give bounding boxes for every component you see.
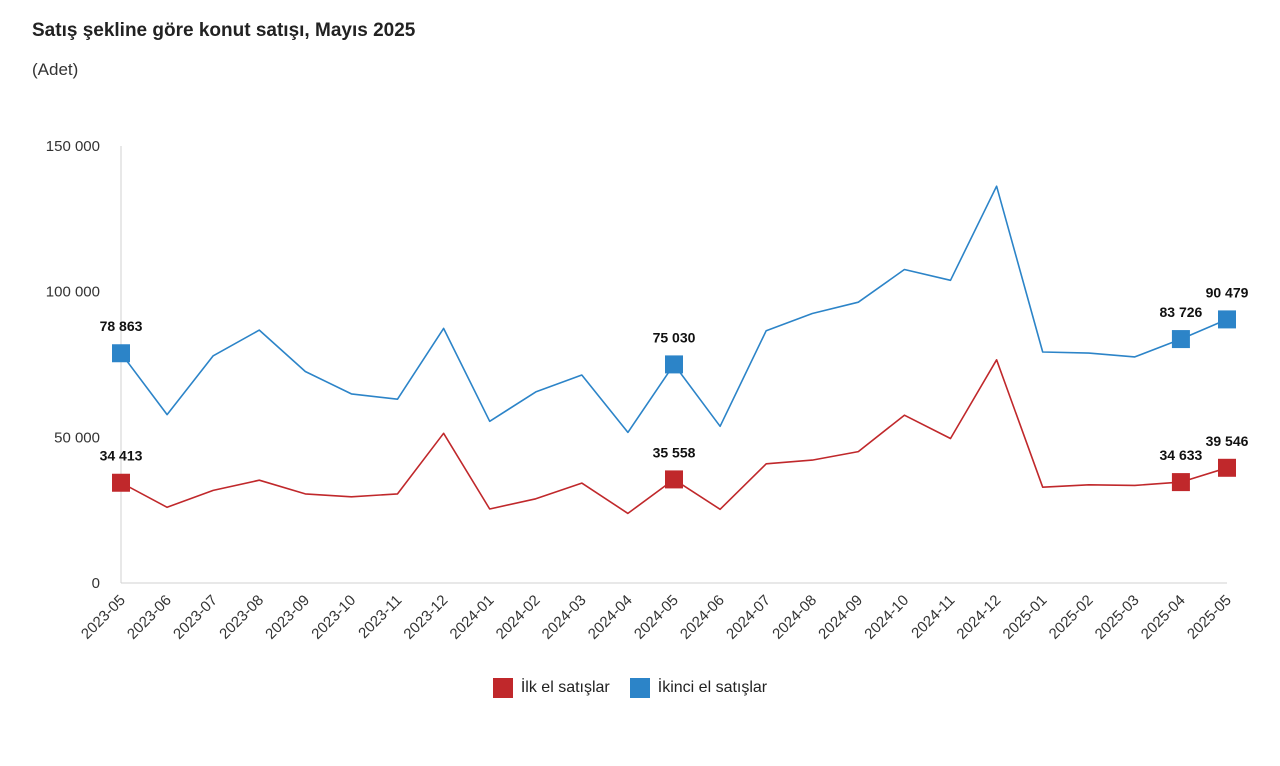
data-point-marker[interactable]: [1171, 473, 1190, 492]
x-tick-label: 2024-05: [631, 592, 682, 643]
data-label: 90 479: [1206, 284, 1249, 300]
x-tick-label: 2024-02: [493, 592, 544, 643]
x-tick-label: 2024-12: [953, 592, 1004, 643]
x-tick-label: 2025-05: [1184, 592, 1235, 643]
data-label: 78 863: [100, 318, 143, 334]
x-tick-label: 2024-03: [539, 592, 590, 643]
data-label: 35 558: [653, 444, 696, 460]
legend-swatch-ilk-el: [492, 678, 513, 698]
data-label: 83 726: [1160, 304, 1203, 320]
data-point-marker[interactable]: [1171, 330, 1190, 349]
series-layer: [112, 185, 1236, 515]
y-tick-label: 150 000: [46, 138, 100, 155]
x-tick-label: 2023-11: [355, 592, 405, 642]
x-tick-label: 2023-10: [308, 592, 359, 643]
x-tick-label: 2025-04: [1138, 592, 1189, 643]
x-tick-label: 2024-06: [677, 592, 728, 643]
x-tick-label: 2024-10: [861, 592, 912, 643]
x-tick-label: 2024-01: [447, 592, 498, 643]
series-line-ikinci-el: [120, 185, 1228, 434]
x-tick-label: 2023-06: [124, 592, 175, 643]
x-tick-label: 2024-08: [769, 592, 820, 643]
x-tick-label: 2023-08: [216, 592, 267, 643]
legend-swatch-ikinci-el: [629, 678, 650, 698]
x-tick-label: 2024-04: [585, 592, 636, 643]
legend: İlk el satışlar İkinci el satışlar: [0, 678, 1260, 698]
x-tick-label: 2024-09: [815, 592, 866, 643]
data-point-marker[interactable]: [665, 470, 683, 489]
data-point-marker[interactable]: [665, 355, 683, 374]
legend-label-ilk-el: İlk el satışlar: [520, 679, 610, 696]
data-point-marker[interactable]: [1218, 458, 1236, 477]
x-tick-label: 2023-12: [400, 592, 451, 643]
data-point-marker[interactable]: [1218, 310, 1236, 329]
chart-subtitle: (Adet): [32, 60, 79, 79]
x-tick-label: 2024-07: [723, 592, 774, 643]
data-label: 39 546: [1206, 433, 1249, 449]
data-label: 34 413: [100, 448, 143, 464]
data-point-marker[interactable]: [112, 344, 130, 363]
x-tick-label: 2024-11: [908, 592, 958, 642]
legend-label-ikinci-el: İkinci el satışlar: [657, 679, 768, 696]
x-tick-label: 2025-03: [1092, 592, 1143, 643]
y-tick-label: 0: [92, 575, 100, 592]
y-tick-label: 100 000: [46, 284, 100, 301]
legend-item-ilk-el[interactable]: İlk el satışlar: [492, 678, 610, 698]
data-point-marker[interactable]: [112, 473, 130, 492]
x-tick-label: 2023-05: [78, 592, 129, 643]
data-label: 34 633: [1160, 447, 1203, 463]
series-line-ilk-el: [120, 358, 1228, 515]
x-tick-label: 2025-01: [1000, 592, 1051, 643]
chart-title: Satış şekline göre konut satışı, Mayıs 2…: [32, 20, 416, 41]
x-tick-label: 2023-09: [262, 592, 313, 643]
x-tick-label: 2025-02: [1046, 592, 1097, 643]
x-tick-label: 2023-07: [170, 592, 221, 643]
legend-item-ikinci-el[interactable]: İkinci el satışlar: [629, 678, 768, 698]
data-label: 75 030: [653, 329, 696, 345]
y-tick-label: 50 000: [54, 429, 100, 446]
